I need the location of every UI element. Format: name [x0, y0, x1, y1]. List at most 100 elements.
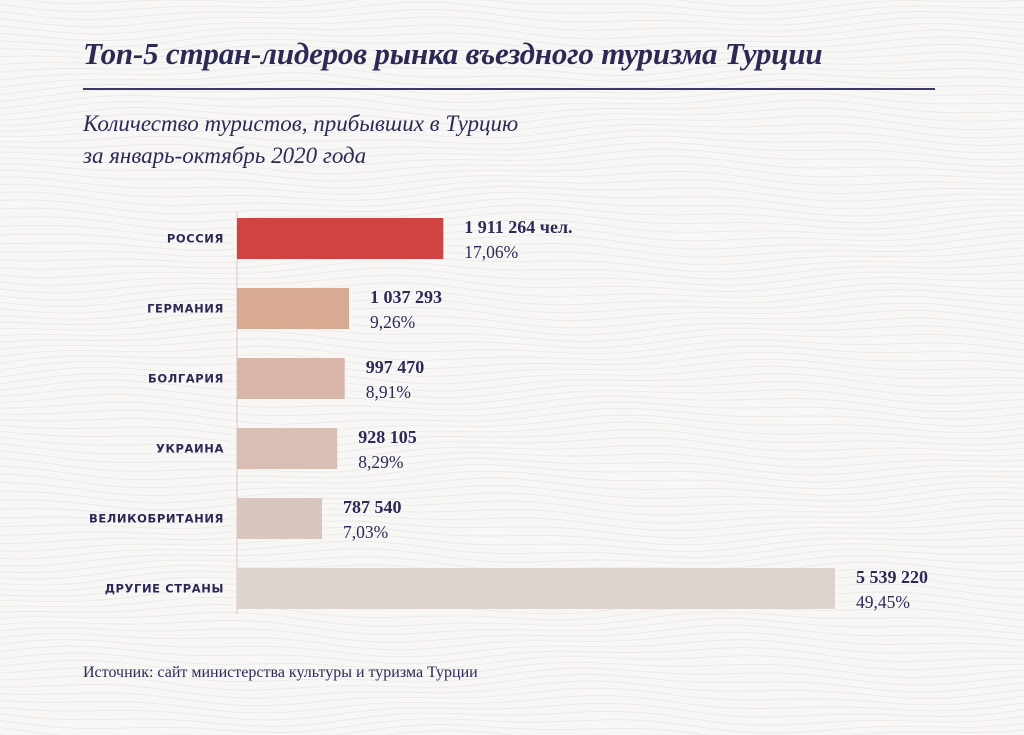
- value-label: 1 037 293: [370, 287, 442, 307]
- bar: [237, 428, 338, 469]
- wave-line: [0, 533, 1024, 552]
- wave-line: [0, 141, 1024, 161]
- wave-line: [0, 99, 1024, 119]
- wave-line: [0, 450, 1024, 468]
- wave-line: [0, 659, 1024, 678]
- percent-label: 8,91%: [366, 382, 411, 402]
- wave-line: [0, 79, 1024, 96]
- wave-line: [0, 652, 1024, 671]
- bar: [237, 358, 345, 399]
- wave-line: [0, 302, 1024, 321]
- wave-line: [0, 373, 1024, 392]
- title-divider: [83, 88, 935, 90]
- wave-line: [0, 617, 1024, 635]
- value-label: 787 540: [343, 497, 402, 517]
- wave-line: [0, 113, 1024, 133]
- wave-line: [0, 345, 1024, 361]
- wave-line: [0, 295, 1024, 314]
- bar: [237, 218, 444, 259]
- wave-line: [0, 512, 1024, 532]
- wave-line: [0, 338, 1024, 355]
- bar: [237, 568, 835, 609]
- wave-line: [0, 702, 1024, 721]
- wave-line: [0, 526, 1024, 546]
- wave-line: [0, 520, 1024, 539]
- wave-line: [0, 155, 1024, 175]
- wave-line: [0, 226, 1024, 245]
- percent-label: 8,29%: [358, 452, 403, 472]
- wave-line: [0, 695, 1024, 714]
- wave-line: [0, 674, 1024, 693]
- wave-line: [0, 477, 1024, 496]
- wave-line: [0, 211, 1024, 231]
- wave-line: [0, 0, 1024, 14]
- wave-line: [0, 358, 1024, 377]
- percent-label: 49,45%: [856, 592, 910, 612]
- wave-line: [0, 667, 1024, 686]
- category-label: ГЕРМАНИЯ: [147, 302, 224, 316]
- wave-line: [0, 282, 1024, 301]
- wave-line: [0, 540, 1024, 560]
- wave-line: [0, 50, 1024, 70]
- wave-line: [0, 443, 1024, 461]
- wave-line: [0, 484, 1024, 504]
- wave-line: [0, 135, 1024, 154]
- chart-title: Топ-5 стран-лидеров рынка въездного тури…: [83, 36, 823, 71]
- value-label: 997 470: [366, 357, 425, 377]
- wave-line: [0, 64, 1024, 83]
- value-label: 928 105: [358, 427, 417, 447]
- wave-line: [0, 16, 1024, 35]
- wave-line: [0, 492, 1024, 511]
- wave-line: [0, 505, 1024, 524]
- wave-line: [0, 639, 1024, 658]
- wave-line: [0, 604, 1024, 621]
- wave-line: [0, 429, 1024, 448]
- wave-line: [0, 548, 1024, 567]
- wave-line: [0, 309, 1024, 329]
- category-label: РОССИЯ: [167, 232, 224, 246]
- wave-line: [0, 379, 1024, 399]
- wave-line: [0, 72, 1024, 88]
- percent-label: 7,03%: [343, 522, 388, 542]
- wave-line: [0, 710, 1024, 727]
- wave-line: [0, 23, 1024, 42]
- wave-line: [0, 274, 1024, 294]
- wave-line: [0, 267, 1024, 286]
- wave-line: [0, 247, 1024, 266]
- value-label: 1 911 264 чел.: [464, 217, 572, 237]
- category-label: ДРУГИЕ СТРАНЫ: [105, 582, 224, 596]
- wave-line: [0, 421, 1024, 441]
- wave-line: [0, 191, 1024, 210]
- wave-line: [0, 8, 1024, 28]
- wave-line: [0, 169, 1024, 189]
- wave-line: [0, 233, 1024, 251]
- wave-line: [0, 724, 1024, 735]
- chart-subtitle: Количество туристов, прибывших в Турцию …: [83, 108, 783, 172]
- bar: [237, 498, 322, 539]
- category-label: БОЛГАРИЯ: [148, 372, 224, 386]
- wave-line: [0, 718, 1024, 734]
- wave-line: [0, 316, 1024, 336]
- wave-line: [0, 470, 1024, 490]
- wave-line: [0, 128, 1024, 146]
- wave-line: [0, 120, 1024, 139]
- wave-line: [0, 36, 1024, 56]
- wave-line: [0, 464, 1024, 483]
- wave-line: [0, 624, 1024, 643]
- wave-line: [0, 436, 1024, 455]
- wave-line: [0, 414, 1024, 434]
- wave-line: [0, 365, 1024, 385]
- bar: [237, 288, 349, 329]
- wave-line: [0, 1, 1024, 20]
- wave-line: [0, 29, 1024, 48]
- wave-line: [0, 240, 1024, 258]
- source-note: Источник: сайт министерства культуры и т…: [83, 664, 478, 681]
- subtitle-line-2: за январь-октябрь 2020 года: [83, 143, 367, 168]
- wave-line: [0, 631, 1024, 651]
- wave-line: [0, 163, 1024, 182]
- wave-line: [0, 499, 1024, 517]
- wave-line: [0, 198, 1024, 217]
- wave-line: [0, 148, 1024, 167]
- wave-line: [0, 393, 1024, 412]
- wave-line: [0, 351, 1024, 369]
